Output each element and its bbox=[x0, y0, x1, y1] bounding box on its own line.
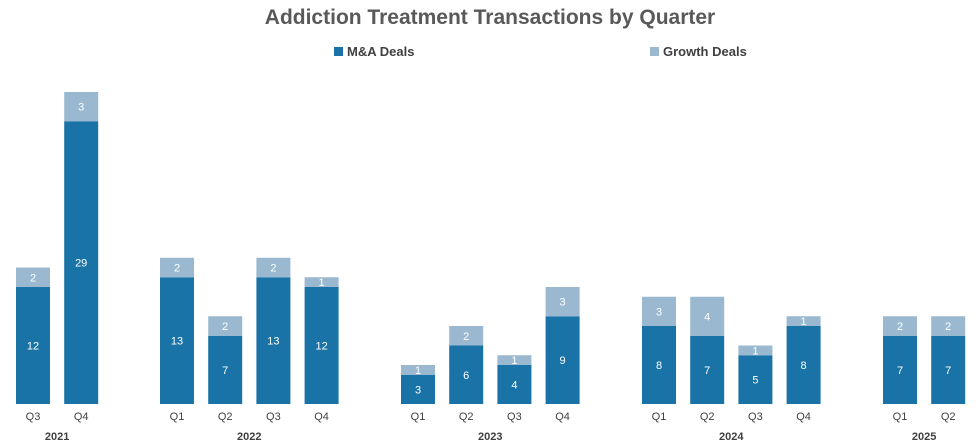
label-growth-2023-q2: 2 bbox=[463, 331, 469, 343]
bar-growth-2023-q3 bbox=[497, 355, 532, 365]
bar-growth-2022-q4 bbox=[304, 277, 339, 287]
label-growth-2021-q3: 2 bbox=[30, 272, 36, 284]
bar-ma-2022-q3 bbox=[256, 277, 291, 404]
label-growth-2021-q4: 3 bbox=[78, 102, 84, 114]
tick-label-2021-q4: Q4 bbox=[74, 411, 89, 423]
bar-growth-2021-q3 bbox=[16, 267, 50, 287]
label-growth-2023-q3: 1 bbox=[511, 355, 517, 367]
label-ma-2024-q2: 7 bbox=[704, 365, 710, 377]
tick-label-2021-q3: Q3 bbox=[26, 411, 41, 423]
bar-ma-2021-q3 bbox=[16, 287, 50, 404]
label-ma-2023-q4: 9 bbox=[560, 355, 566, 367]
label-growth-2024-q1: 3 bbox=[656, 306, 662, 318]
bar-growth-2025-q2 bbox=[931, 316, 966, 336]
bar-growth-2022-q2 bbox=[208, 316, 243, 336]
tick-label-2022-q3: Q3 bbox=[266, 411, 281, 423]
label-growth-2022-q2: 2 bbox=[222, 321, 228, 333]
bar-ma-2022-q2 bbox=[208, 335, 243, 404]
bar-ma-2023-q2 bbox=[449, 345, 484, 404]
bar-ma-2024-q3 bbox=[738, 355, 773, 404]
tick-label-2024-q4: Q4 bbox=[796, 411, 811, 423]
year-label-2025: 2025 bbox=[912, 431, 936, 443]
year-label-2022: 2022 bbox=[237, 431, 261, 443]
label-growth-2024-q2: 4 bbox=[704, 311, 710, 323]
legend-label-growth: Growth Deals bbox=[663, 44, 747, 59]
bar-ma-2025-q1 bbox=[883, 335, 917, 404]
bar-growth-2025-q1 bbox=[883, 316, 917, 336]
year-label-2023: 2023 bbox=[478, 431, 502, 443]
label-ma-2025-q2: 7 bbox=[945, 365, 951, 377]
tick-label-2023-q3: Q3 bbox=[507, 411, 522, 423]
legend-label-ma: M&A Deals bbox=[347, 44, 415, 59]
label-growth-2025-q1: 2 bbox=[897, 321, 903, 333]
label-growth-2024-q4: 1 bbox=[801, 316, 807, 328]
label-growth-2023-q4: 3 bbox=[560, 297, 566, 309]
tick-label-2024-q3: Q3 bbox=[748, 411, 763, 423]
label-ma-2022-q3: 13 bbox=[267, 336, 279, 348]
tick-label-2023-q2: Q2 bbox=[459, 411, 474, 423]
legend-item-growth-deals: Growth Deals bbox=[650, 44, 747, 59]
bar-growth-2023-q4 bbox=[545, 287, 580, 317]
bar-ma-2022-q1 bbox=[160, 277, 194, 404]
label-growth-2023-q1: 1 bbox=[415, 365, 421, 377]
label-ma-2024-q3: 5 bbox=[752, 375, 758, 387]
label-ma-2023-q2: 6 bbox=[463, 370, 469, 382]
label-ma-2023-q3: 4 bbox=[511, 380, 517, 392]
bar-ma-2024-q1 bbox=[642, 326, 676, 404]
tick-label-2025-q2: Q2 bbox=[941, 411, 956, 423]
bar-growth-2022-q1 bbox=[160, 257, 194, 278]
bar-growth-2024-q4 bbox=[786, 316, 821, 326]
label-growth-2022-q1: 2 bbox=[174, 263, 180, 275]
bar-growth-2024-q1 bbox=[642, 296, 676, 326]
tick-label-2024-q2: Q2 bbox=[700, 411, 715, 423]
bar-ma-2023-q1 bbox=[401, 374, 435, 404]
label-growth-2025-q2: 2 bbox=[945, 321, 951, 333]
bar-growth-2021-q4 bbox=[64, 92, 99, 122]
label-ma-2022-q4: 12 bbox=[315, 341, 327, 353]
year-label-2021: 2021 bbox=[45, 431, 69, 443]
bar-growth-2022-q3 bbox=[256, 257, 291, 278]
bar-ma-2023-q3 bbox=[497, 365, 532, 404]
legend-swatch-ma bbox=[334, 47, 343, 56]
legend-item-ma-deals: M&A Deals bbox=[334, 44, 414, 59]
bar-ma-2024-q4 bbox=[786, 326, 821, 404]
label-ma-2025-q1: 7 bbox=[897, 365, 903, 377]
label-ma-2024-q4: 8 bbox=[801, 360, 807, 372]
tick-label-2023-q4: Q4 bbox=[555, 411, 570, 423]
label-growth-2022-q4: 1 bbox=[319, 277, 325, 289]
label-ma-2022-q2: 7 bbox=[222, 365, 228, 377]
bar-growth-2024-q3 bbox=[738, 345, 773, 356]
tick-label-2022-q2: Q2 bbox=[218, 411, 233, 423]
legend-swatch-growth bbox=[650, 47, 659, 56]
year-label-2024: 2024 bbox=[719, 431, 744, 443]
tick-label-2024-q1: Q1 bbox=[652, 411, 667, 423]
bar-ma-2023-q4 bbox=[545, 316, 580, 404]
bar-ma-2024-q2 bbox=[690, 335, 725, 404]
bar-growth-2024-q2 bbox=[690, 296, 725, 336]
bar-ma-2025-q2 bbox=[931, 335, 966, 404]
label-ma-2023-q1: 3 bbox=[415, 384, 421, 396]
tick-label-2023-q1: Q1 bbox=[411, 411, 426, 423]
tick-label-2025-q1: Q1 bbox=[893, 411, 908, 423]
chart-title: Addiction Treatment Transactions by Quar… bbox=[264, 6, 716, 29]
bar-growth-2023-q2 bbox=[449, 326, 484, 346]
bar-ma-2021-q4 bbox=[64, 121, 99, 404]
label-growth-2022-q3: 2 bbox=[270, 263, 276, 275]
label-ma-2021-q4: 29 bbox=[75, 258, 87, 270]
bar-ma-2022-q4 bbox=[304, 287, 339, 404]
label-ma-2024-q1: 8 bbox=[656, 360, 662, 372]
label-growth-2024-q3: 1 bbox=[752, 345, 758, 357]
tick-label-2022-q1: Q1 bbox=[170, 411, 185, 423]
bar-growth-2023-q1 bbox=[401, 365, 435, 375]
label-ma-2021-q3: 12 bbox=[27, 341, 39, 353]
label-ma-2022-q1: 13 bbox=[171, 336, 183, 348]
tick-label-2022-q4: Q4 bbox=[314, 411, 329, 423]
